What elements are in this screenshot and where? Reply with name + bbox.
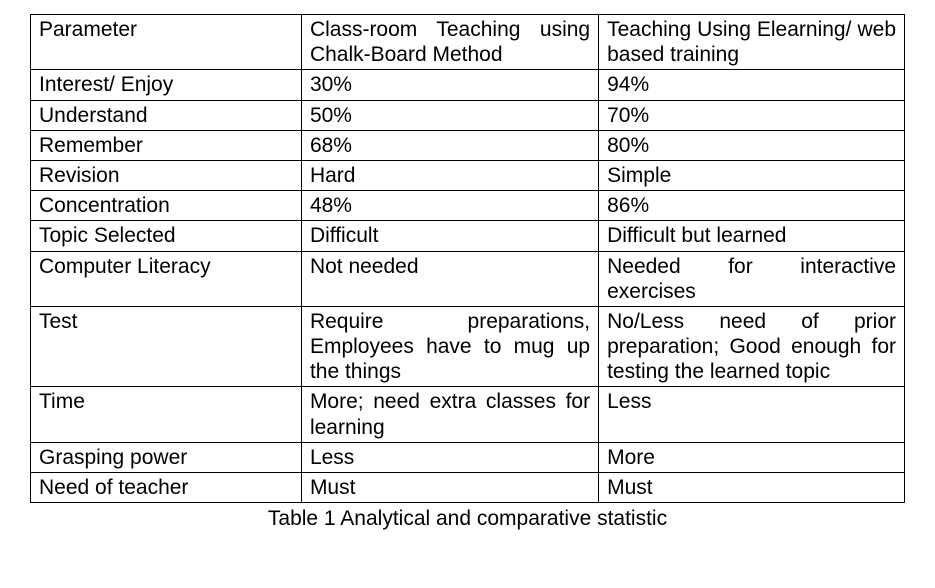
cell-classroom: Not needed	[301, 251, 598, 306]
table-row: Understand 50% 70%	[31, 100, 905, 130]
table-row: Time More; need extra classes for learni…	[31, 387, 905, 442]
table-row: Revision Hard Simple	[31, 160, 905, 190]
cell-parameter: Revision	[31, 160, 302, 190]
cell-classroom: Must	[301, 473, 598, 503]
cell-elearning: Less	[599, 387, 905, 442]
cell-elearning: More	[599, 442, 905, 472]
table-row: Remember 68% 80%	[31, 130, 905, 160]
table-row: Concentration 48% 86%	[31, 191, 905, 221]
cell-parameter: Interest/ Enjoy	[31, 70, 302, 100]
table-row: Grasping power Less More	[31, 442, 905, 472]
cell-parameter: Time	[31, 387, 302, 442]
table-row: Computer Literacy Not needed Needed for …	[31, 251, 905, 306]
comparison-table: Parameter Class-room Teaching using Chal…	[30, 14, 905, 503]
cell-classroom: 30%	[301, 70, 598, 100]
cell-elearning: 70%	[599, 100, 905, 130]
cell-classroom: Less	[301, 442, 598, 472]
table-row: Topic Selected Difficult Difficult but l…	[31, 221, 905, 251]
cell-elearning: 86%	[599, 191, 905, 221]
cell-elearning: Needed for interactive exercises	[599, 251, 905, 306]
cell-parameter: Computer Literacy	[31, 251, 302, 306]
col-header-elearning: Teaching Using Elearning/ web based trai…	[599, 15, 905, 70]
table-wrapper: Parameter Class-room Teaching using Chal…	[0, 0, 935, 531]
cell-elearning: Difficult but learned	[599, 221, 905, 251]
cell-elearning: Simple	[599, 160, 905, 190]
cell-classroom: Difficult	[301, 221, 598, 251]
table-caption: Table 1 Analytical and comparative stati…	[30, 503, 905, 531]
cell-parameter: Need of teacher	[31, 473, 302, 503]
cell-elearning: 80%	[599, 130, 905, 160]
table-header-row: Parameter Class-room Teaching using Chal…	[31, 15, 905, 70]
cell-parameter: Test	[31, 306, 302, 387]
cell-elearning: 94%	[599, 70, 905, 100]
cell-elearning: No/Less need of prior preparation; Good …	[599, 306, 905, 387]
col-header-classroom: Class-room Teaching using Chalk-Board Me…	[301, 15, 598, 70]
col-header-parameter: Parameter	[31, 15, 302, 70]
cell-classroom: 48%	[301, 191, 598, 221]
cell-classroom: Require preparations, Employees have to …	[301, 306, 598, 387]
table-row: Test Require preparations, Employees hav…	[31, 306, 905, 387]
cell-classroom: 50%	[301, 100, 598, 130]
cell-classroom: More; need extra classes for learning	[301, 387, 598, 442]
cell-parameter: Concentration	[31, 191, 302, 221]
cell-classroom: Hard	[301, 160, 598, 190]
cell-classroom: 68%	[301, 130, 598, 160]
cell-parameter: Remember	[31, 130, 302, 160]
cell-parameter: Understand	[31, 100, 302, 130]
cell-parameter: Topic Selected	[31, 221, 302, 251]
table-row: Need of teacher Must Must	[31, 473, 905, 503]
cell-elearning: Must	[599, 473, 905, 503]
cell-parameter: Grasping power	[31, 442, 302, 472]
table-row: Interest/ Enjoy 30% 94%	[31, 70, 905, 100]
